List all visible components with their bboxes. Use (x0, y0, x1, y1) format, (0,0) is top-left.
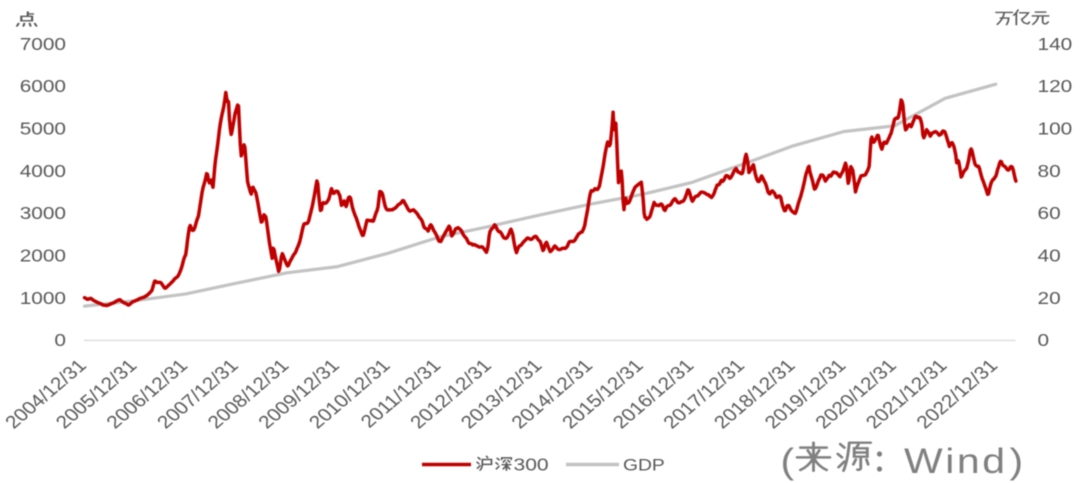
svg-text:GDP: GDP (623, 456, 665, 474)
svg-text:): ) (1010, 443, 1024, 482)
svg-text:1000: 1000 (20, 288, 67, 308)
svg-text:5000: 5000 (20, 119, 67, 139)
svg-text:0: 0 (1038, 331, 1050, 351)
svg-text:Wind: Wind (904, 443, 1008, 482)
svg-text:7000: 7000 (20, 34, 67, 54)
svg-text:6000: 6000 (20, 76, 67, 96)
svg-text:(: ( (781, 443, 795, 482)
svg-text:20: 20 (1038, 288, 1061, 308)
svg-text:4000: 4000 (20, 161, 67, 181)
svg-text:0: 0 (54, 331, 66, 351)
svg-text:2000: 2000 (20, 246, 67, 266)
svg-text:3000: 3000 (20, 204, 67, 224)
svg-text:100: 100 (1038, 119, 1073, 139)
svg-text:120: 120 (1038, 76, 1073, 96)
svg-text:60: 60 (1038, 204, 1061, 224)
svg-text:300: 300 (514, 455, 549, 475)
svg-text:80: 80 (1038, 161, 1061, 181)
svg-text:40: 40 (1038, 246, 1061, 266)
svg-text:140: 140 (1038, 34, 1073, 54)
